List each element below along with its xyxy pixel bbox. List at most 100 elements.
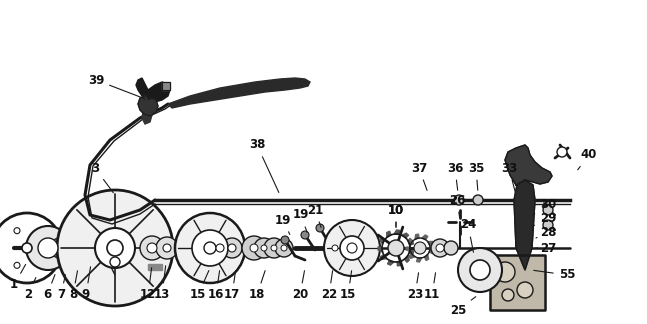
Circle shape: [264, 238, 284, 258]
Circle shape: [324, 220, 380, 276]
Circle shape: [22, 243, 32, 253]
Circle shape: [57, 190, 173, 306]
Circle shape: [84, 241, 98, 255]
Circle shape: [140, 236, 164, 260]
Text: 26: 26: [449, 193, 465, 217]
Text: 37: 37: [411, 161, 427, 191]
Circle shape: [340, 236, 364, 260]
Circle shape: [271, 245, 277, 251]
Text: 55: 55: [534, 269, 575, 282]
Text: 19: 19: [275, 214, 291, 235]
Polygon shape: [409, 254, 415, 259]
Text: 38: 38: [249, 138, 279, 192]
Circle shape: [95, 228, 135, 268]
Polygon shape: [388, 260, 394, 265]
Circle shape: [470, 260, 490, 280]
Text: 6: 6: [43, 274, 55, 302]
Circle shape: [0, 213, 62, 283]
Circle shape: [26, 226, 70, 270]
Circle shape: [281, 236, 289, 244]
Text: 25: 25: [450, 297, 476, 317]
Circle shape: [163, 244, 171, 252]
Circle shape: [495, 262, 515, 282]
Polygon shape: [422, 235, 428, 240]
Circle shape: [431, 239, 449, 257]
Circle shape: [388, 240, 404, 256]
Circle shape: [316, 224, 324, 232]
Circle shape: [210, 238, 230, 258]
Text: 13: 13: [154, 266, 170, 302]
Text: 24: 24: [460, 218, 476, 252]
Polygon shape: [417, 258, 422, 262]
Text: 40: 40: [578, 148, 597, 170]
Polygon shape: [490, 255, 545, 310]
Circle shape: [254, 238, 274, 258]
Circle shape: [107, 240, 123, 256]
Text: 35: 35: [468, 161, 484, 190]
Circle shape: [62, 240, 78, 256]
Polygon shape: [415, 234, 419, 239]
Circle shape: [44, 245, 50, 251]
Text: 22: 22: [321, 271, 337, 302]
Circle shape: [436, 244, 444, 252]
Polygon shape: [142, 112, 152, 124]
Polygon shape: [409, 248, 413, 254]
Circle shape: [543, 205, 553, 215]
Polygon shape: [380, 255, 387, 259]
Text: 20: 20: [292, 271, 308, 302]
Text: 30: 30: [533, 199, 556, 215]
Polygon shape: [397, 261, 402, 266]
Circle shape: [517, 282, 533, 298]
Polygon shape: [402, 233, 409, 238]
Circle shape: [250, 244, 258, 252]
Circle shape: [156, 237, 178, 259]
Text: 23: 23: [407, 273, 423, 302]
Text: 18: 18: [249, 271, 265, 302]
Polygon shape: [424, 254, 428, 260]
Text: 16: 16: [208, 271, 225, 302]
Circle shape: [275, 239, 293, 257]
Polygon shape: [505, 145, 552, 185]
Text: 15: 15: [190, 271, 209, 302]
Circle shape: [50, 238, 70, 258]
Circle shape: [301, 231, 309, 239]
Circle shape: [557, 147, 567, 157]
Circle shape: [281, 245, 287, 251]
Text: 21: 21: [307, 203, 323, 227]
Circle shape: [110, 257, 120, 267]
Text: 8: 8: [69, 271, 78, 302]
Polygon shape: [408, 238, 413, 245]
Circle shape: [332, 245, 338, 251]
Polygon shape: [136, 78, 170, 102]
Circle shape: [228, 244, 236, 252]
Circle shape: [458, 248, 502, 292]
Text: 2: 2: [24, 278, 36, 302]
Circle shape: [444, 241, 458, 255]
Circle shape: [242, 236, 266, 260]
Polygon shape: [148, 264, 162, 270]
Circle shape: [14, 228, 20, 234]
Circle shape: [454, 195, 464, 205]
Circle shape: [216, 244, 224, 252]
Circle shape: [261, 245, 267, 251]
Polygon shape: [380, 237, 385, 244]
Polygon shape: [162, 82, 170, 90]
Polygon shape: [387, 231, 391, 237]
Circle shape: [175, 213, 245, 283]
Text: 28: 28: [536, 226, 556, 238]
Text: 17: 17: [224, 271, 240, 302]
Text: 39: 39: [88, 74, 146, 99]
Polygon shape: [138, 96, 158, 116]
Circle shape: [204, 242, 216, 254]
Polygon shape: [428, 241, 433, 245]
Text: 3: 3: [91, 161, 113, 193]
Circle shape: [414, 242, 426, 254]
Circle shape: [38, 238, 58, 258]
Polygon shape: [168, 78, 310, 108]
Text: 27: 27: [536, 241, 556, 254]
Polygon shape: [394, 230, 400, 234]
Circle shape: [502, 289, 514, 301]
Polygon shape: [514, 180, 535, 270]
Circle shape: [14, 262, 20, 268]
Circle shape: [222, 238, 242, 258]
